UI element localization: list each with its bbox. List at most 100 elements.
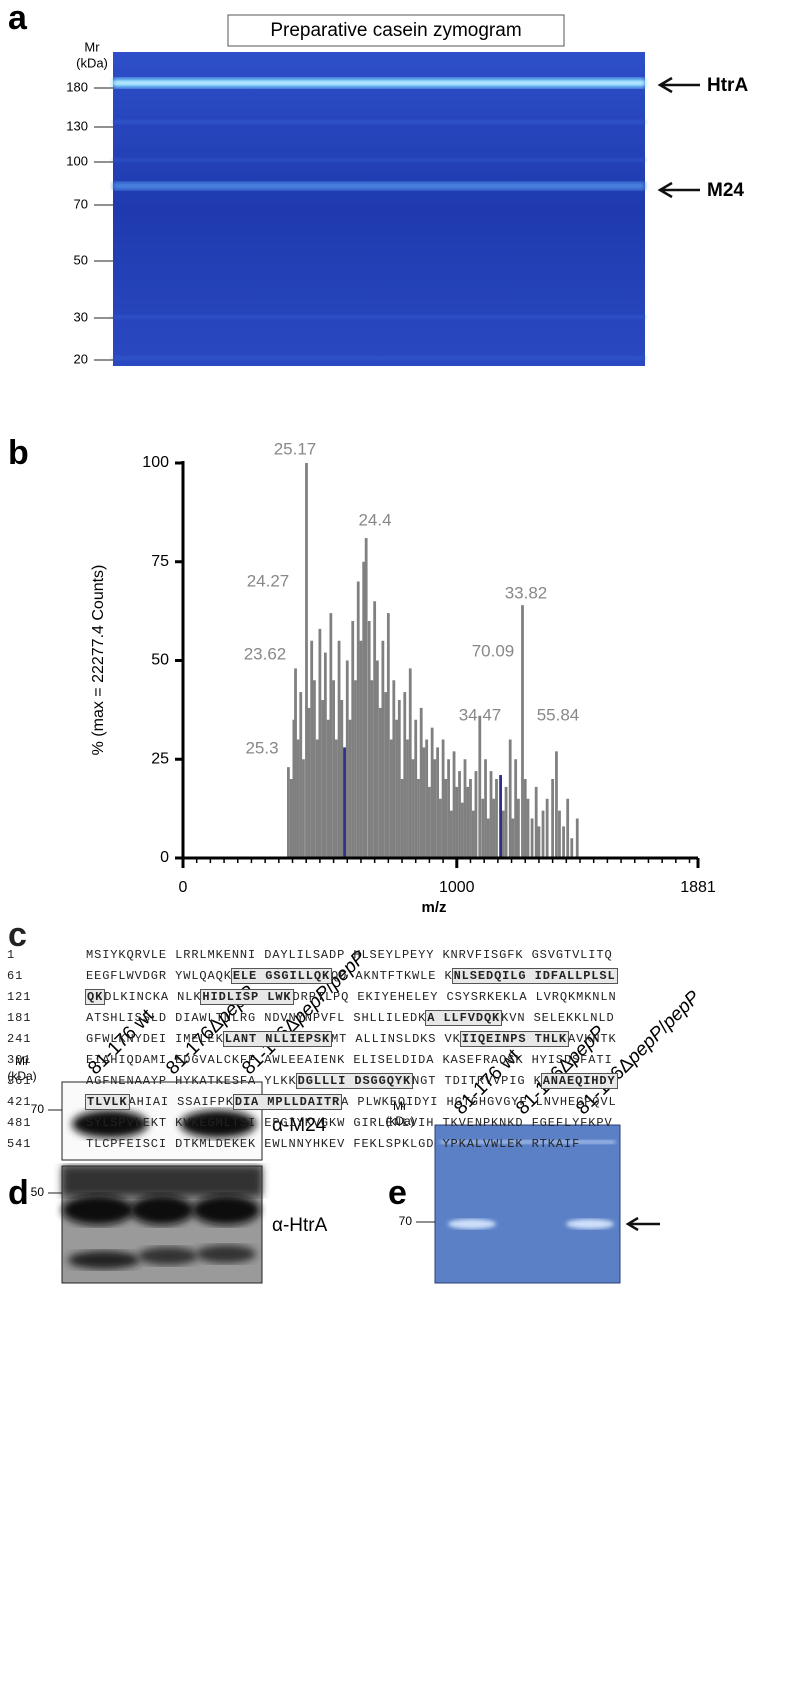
bar (428, 786, 431, 858)
bar (321, 700, 325, 858)
blot-band (196, 1245, 256, 1263)
bar (313, 680, 316, 858)
mr-label: Mr (393, 1099, 407, 1113)
panel-letter: c (8, 916, 27, 954)
bar (381, 640, 385, 858)
peptide-box: ELE GSGILLQK (230, 967, 333, 984)
line-number: 301 (7, 1052, 32, 1067)
bar (364, 538, 368, 858)
x-tick-label: 1881 (680, 879, 716, 896)
marker-label: 70 (31, 1102, 45, 1116)
arrow (657, 76, 700, 94)
antibody-label: α-HtrA (272, 1215, 328, 1236)
sequence: MSIYKQRVLE LRRLMKENNI DAYLILSADP HLSEYLP… (86, 948, 613, 962)
bar (362, 561, 366, 858)
peptide-box: LANT NLLIEPSK (222, 1030, 333, 1047)
bar (417, 779, 420, 858)
y-tick-label: 75 (151, 553, 169, 570)
bar (318, 628, 322, 858)
bar (458, 771, 461, 858)
blot-band (138, 1247, 198, 1265)
peak-annotation: 33.82 (505, 583, 548, 602)
sequence: TLCPFEISCI DTKMLDEKEK EWLNNYHKEV FEKLSPK… (86, 1137, 580, 1151)
bar (545, 798, 549, 858)
bar (474, 771, 478, 858)
sequence-text: KVN SELEKKLNLD (501, 1010, 615, 1025)
sequence-row: 241 GFWLKNYDEI IMELEKLANT NLLIEPSKMT ALLI… (0, 1028, 800, 1049)
bar (359, 640, 363, 858)
sequence-row: 61 EEGFLWVDGR YWLQAQKELE GSGILLQKQD AKNTF… (0, 965, 800, 986)
sequence-row: 481 SYLSPVLEKT KVKEGMLTSI EPGIYKVGKW GIRL… (0, 1112, 800, 1133)
bar (444, 779, 448, 858)
bar (530, 818, 534, 858)
bar (516, 798, 520, 858)
sequence-row: 1 MSIYKQRVLE LRRLMKENNI DAYLILSADP HLSEYL… (0, 944, 800, 965)
band (440, 1140, 615, 1144)
x-axis-label: m/z (421, 899, 446, 916)
bar (484, 759, 487, 858)
bar (504, 786, 508, 858)
sequence-text: AGFNENAAYP HYKATKESFA YLKK (86, 1073, 297, 1088)
bar (486, 818, 490, 858)
sequence-text: TLCPFEISCI DTKMLDEKEK EWLNNYHKEV FEKLSPK… (86, 1136, 581, 1151)
bar (558, 810, 561, 858)
blot-band (68, 1251, 140, 1269)
bar (305, 463, 308, 858)
bar (400, 779, 404, 858)
sequence-row: 121 QKDLKINCKA NLKHIDLISP LWKDRPTLPQ EKIY… (0, 986, 800, 1007)
bar (334, 739, 338, 858)
bar (575, 818, 579, 858)
line-number: 121 (7, 989, 32, 1004)
bar (508, 739, 512, 858)
bar (287, 767, 290, 858)
x-tick-label: 0 (179, 879, 188, 896)
bar (397, 700, 401, 858)
bar (406, 739, 409, 858)
sequence-text: GFWLKNYDEI IMELEK (86, 1031, 224, 1046)
gel-title: Preparative casein zymogram (270, 20, 521, 41)
bar (433, 759, 437, 858)
bar (523, 779, 527, 858)
y-tick-label: 25 (151, 750, 169, 767)
band (113, 81, 645, 85)
bar (419, 707, 423, 858)
bar (566, 798, 570, 858)
gel-e (434, 1124, 621, 1284)
band (113, 356, 645, 360)
line-number: 241 (7, 1031, 32, 1046)
peak-annotation: 55.84 (537, 705, 580, 724)
sequence-row: 361 AGFNENAAYP HYKATKESFA YLKKDGLLLI DSGG… (0, 1070, 800, 1091)
bar (521, 605, 524, 858)
peak-annotation: 70.09 (472, 641, 515, 660)
line-number: 481 (7, 1115, 32, 1130)
band (566, 1219, 614, 1229)
mr-label: (kDa) (7, 1069, 36, 1083)
bar (562, 826, 565, 858)
bar (345, 660, 349, 858)
bar (570, 838, 574, 858)
bar (351, 621, 355, 858)
bar (386, 613, 390, 858)
panel-letter: b (8, 434, 29, 472)
bar (425, 739, 429, 858)
sequence-text: AHIAI SSAIFPK (128, 1094, 234, 1109)
band-label: HtrA (707, 75, 748, 96)
y-tick-label: 0 (160, 849, 169, 866)
blot-band (130, 1195, 194, 1225)
bar (514, 759, 518, 858)
bar (449, 810, 453, 858)
mr-label: (kDa) (385, 1114, 414, 1128)
marker-label: 50 (31, 1185, 45, 1199)
band (113, 158, 645, 162)
marker-label: 130 (66, 118, 88, 133)
blot-band (192, 1195, 260, 1225)
bar (411, 759, 415, 858)
peptide-box: NLSEDQILG IDFALLPLSL (451, 967, 618, 984)
bar (551, 779, 555, 858)
line-number: 1 (7, 947, 16, 962)
sequence-text: NGT TDITRVVPIG K (412, 1073, 542, 1088)
marker-label: 30 (74, 309, 88, 324)
peptide-box: DGLLLI DSGGQYK (295, 1072, 414, 1089)
bar (310, 640, 314, 858)
sequence-text: QD AKNTFTKWLE K (331, 968, 453, 983)
